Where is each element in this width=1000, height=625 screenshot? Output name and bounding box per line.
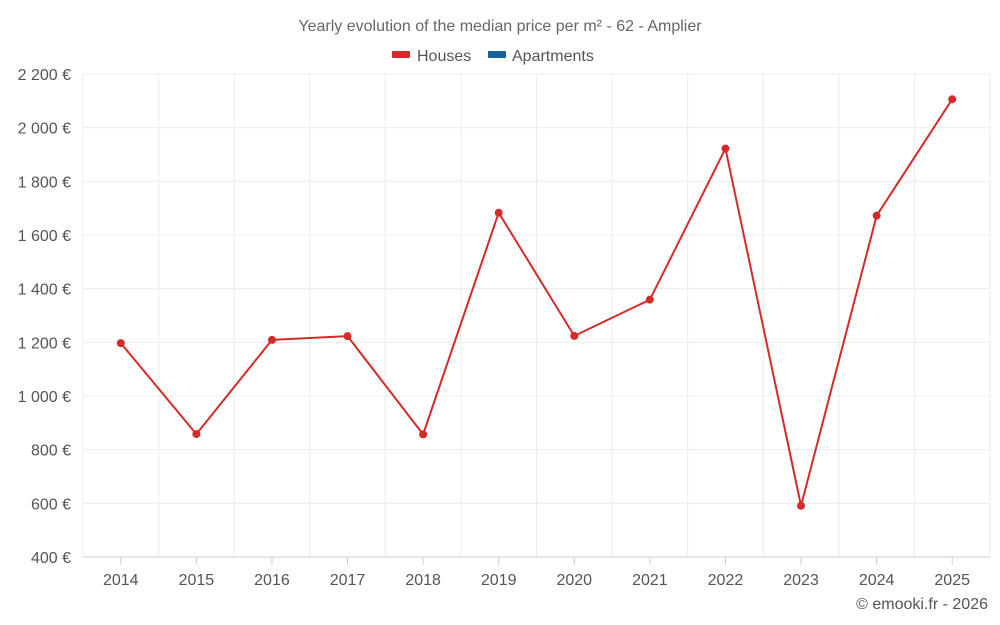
legend-item-houses[interactable]: Houses	[392, 48, 471, 65]
data-point-2020[interactable]	[570, 331, 579, 340]
series-houses	[116, 95, 957, 510]
y-tick-label: 800 €	[31, 443, 71, 460]
data-point-2016[interactable]	[267, 335, 276, 344]
y-tick-label: 2 200 €	[18, 67, 71, 84]
data-point-2025[interactable]	[948, 95, 957, 104]
y-tick-label: 2 000 €	[18, 121, 71, 138]
x-tick-label: 2017	[330, 572, 366, 589]
data-point-2021[interactable]	[645, 295, 654, 304]
legend-label-apartments: Apartments	[512, 48, 594, 65]
credit-text: © emooki.fr - 2026	[856, 596, 988, 613]
gridlines	[82, 73, 991, 557]
x-axis: 2014 2015 2016 2017 2018 2019 2020 2021 2022 2023…	[83, 556, 990, 589]
legend: Houses Apartments	[392, 48, 594, 65]
series-line-houses	[120, 98, 954, 507]
x-tick-label: 2024	[859, 572, 895, 589]
data-point-2024[interactable]	[872, 211, 881, 220]
data-point-2014[interactable]	[116, 339, 125, 348]
y-tick-label: 1 200 €	[18, 335, 71, 352]
x-tick-label: 2019	[481, 572, 517, 589]
data-point-2022[interactable]	[721, 144, 730, 153]
legend-item-apartments[interactable]: Apartments	[488, 48, 594, 65]
chart-title: Yearly evolution of the median price per…	[298, 18, 702, 35]
legend-label-houses: Houses	[417, 48, 471, 65]
x-tick-label: 2016	[254, 572, 290, 589]
x-tick-label: 2018	[405, 572, 441, 589]
y-axis: 400 € 600 € 800 € 1 000 € 1 200 € 1 400 € 1 60…	[18, 67, 71, 567]
y-tick-label: 600 €	[31, 496, 71, 513]
data-point-2019[interactable]	[494, 208, 503, 217]
x-tick-label: 2025	[934, 572, 970, 589]
y-tick-label: 1 000 €	[18, 389, 71, 406]
y-tick-label: 1 600 €	[18, 228, 71, 245]
x-tick-label: 2020	[556, 572, 592, 589]
x-tick-label: 2021	[632, 572, 668, 589]
x-tick-label: 2023	[783, 572, 819, 589]
data-point-2015[interactable]	[192, 430, 201, 439]
data-point-2017[interactable]	[343, 332, 352, 341]
legend-swatch-houses	[392, 51, 410, 58]
legend-swatch-apartments	[488, 51, 506, 58]
data-point-2023[interactable]	[797, 501, 806, 510]
x-tick-label: 2022	[708, 572, 744, 589]
y-tick-label: 1 400 €	[18, 282, 71, 299]
x-tick-label: 2014	[103, 572, 139, 589]
y-tick-label: 400 €	[31, 550, 71, 567]
data-point-2018[interactable]	[419, 430, 428, 439]
x-tick-label: 2015	[179, 572, 215, 589]
y-tick-label: 1 800 €	[18, 174, 71, 191]
